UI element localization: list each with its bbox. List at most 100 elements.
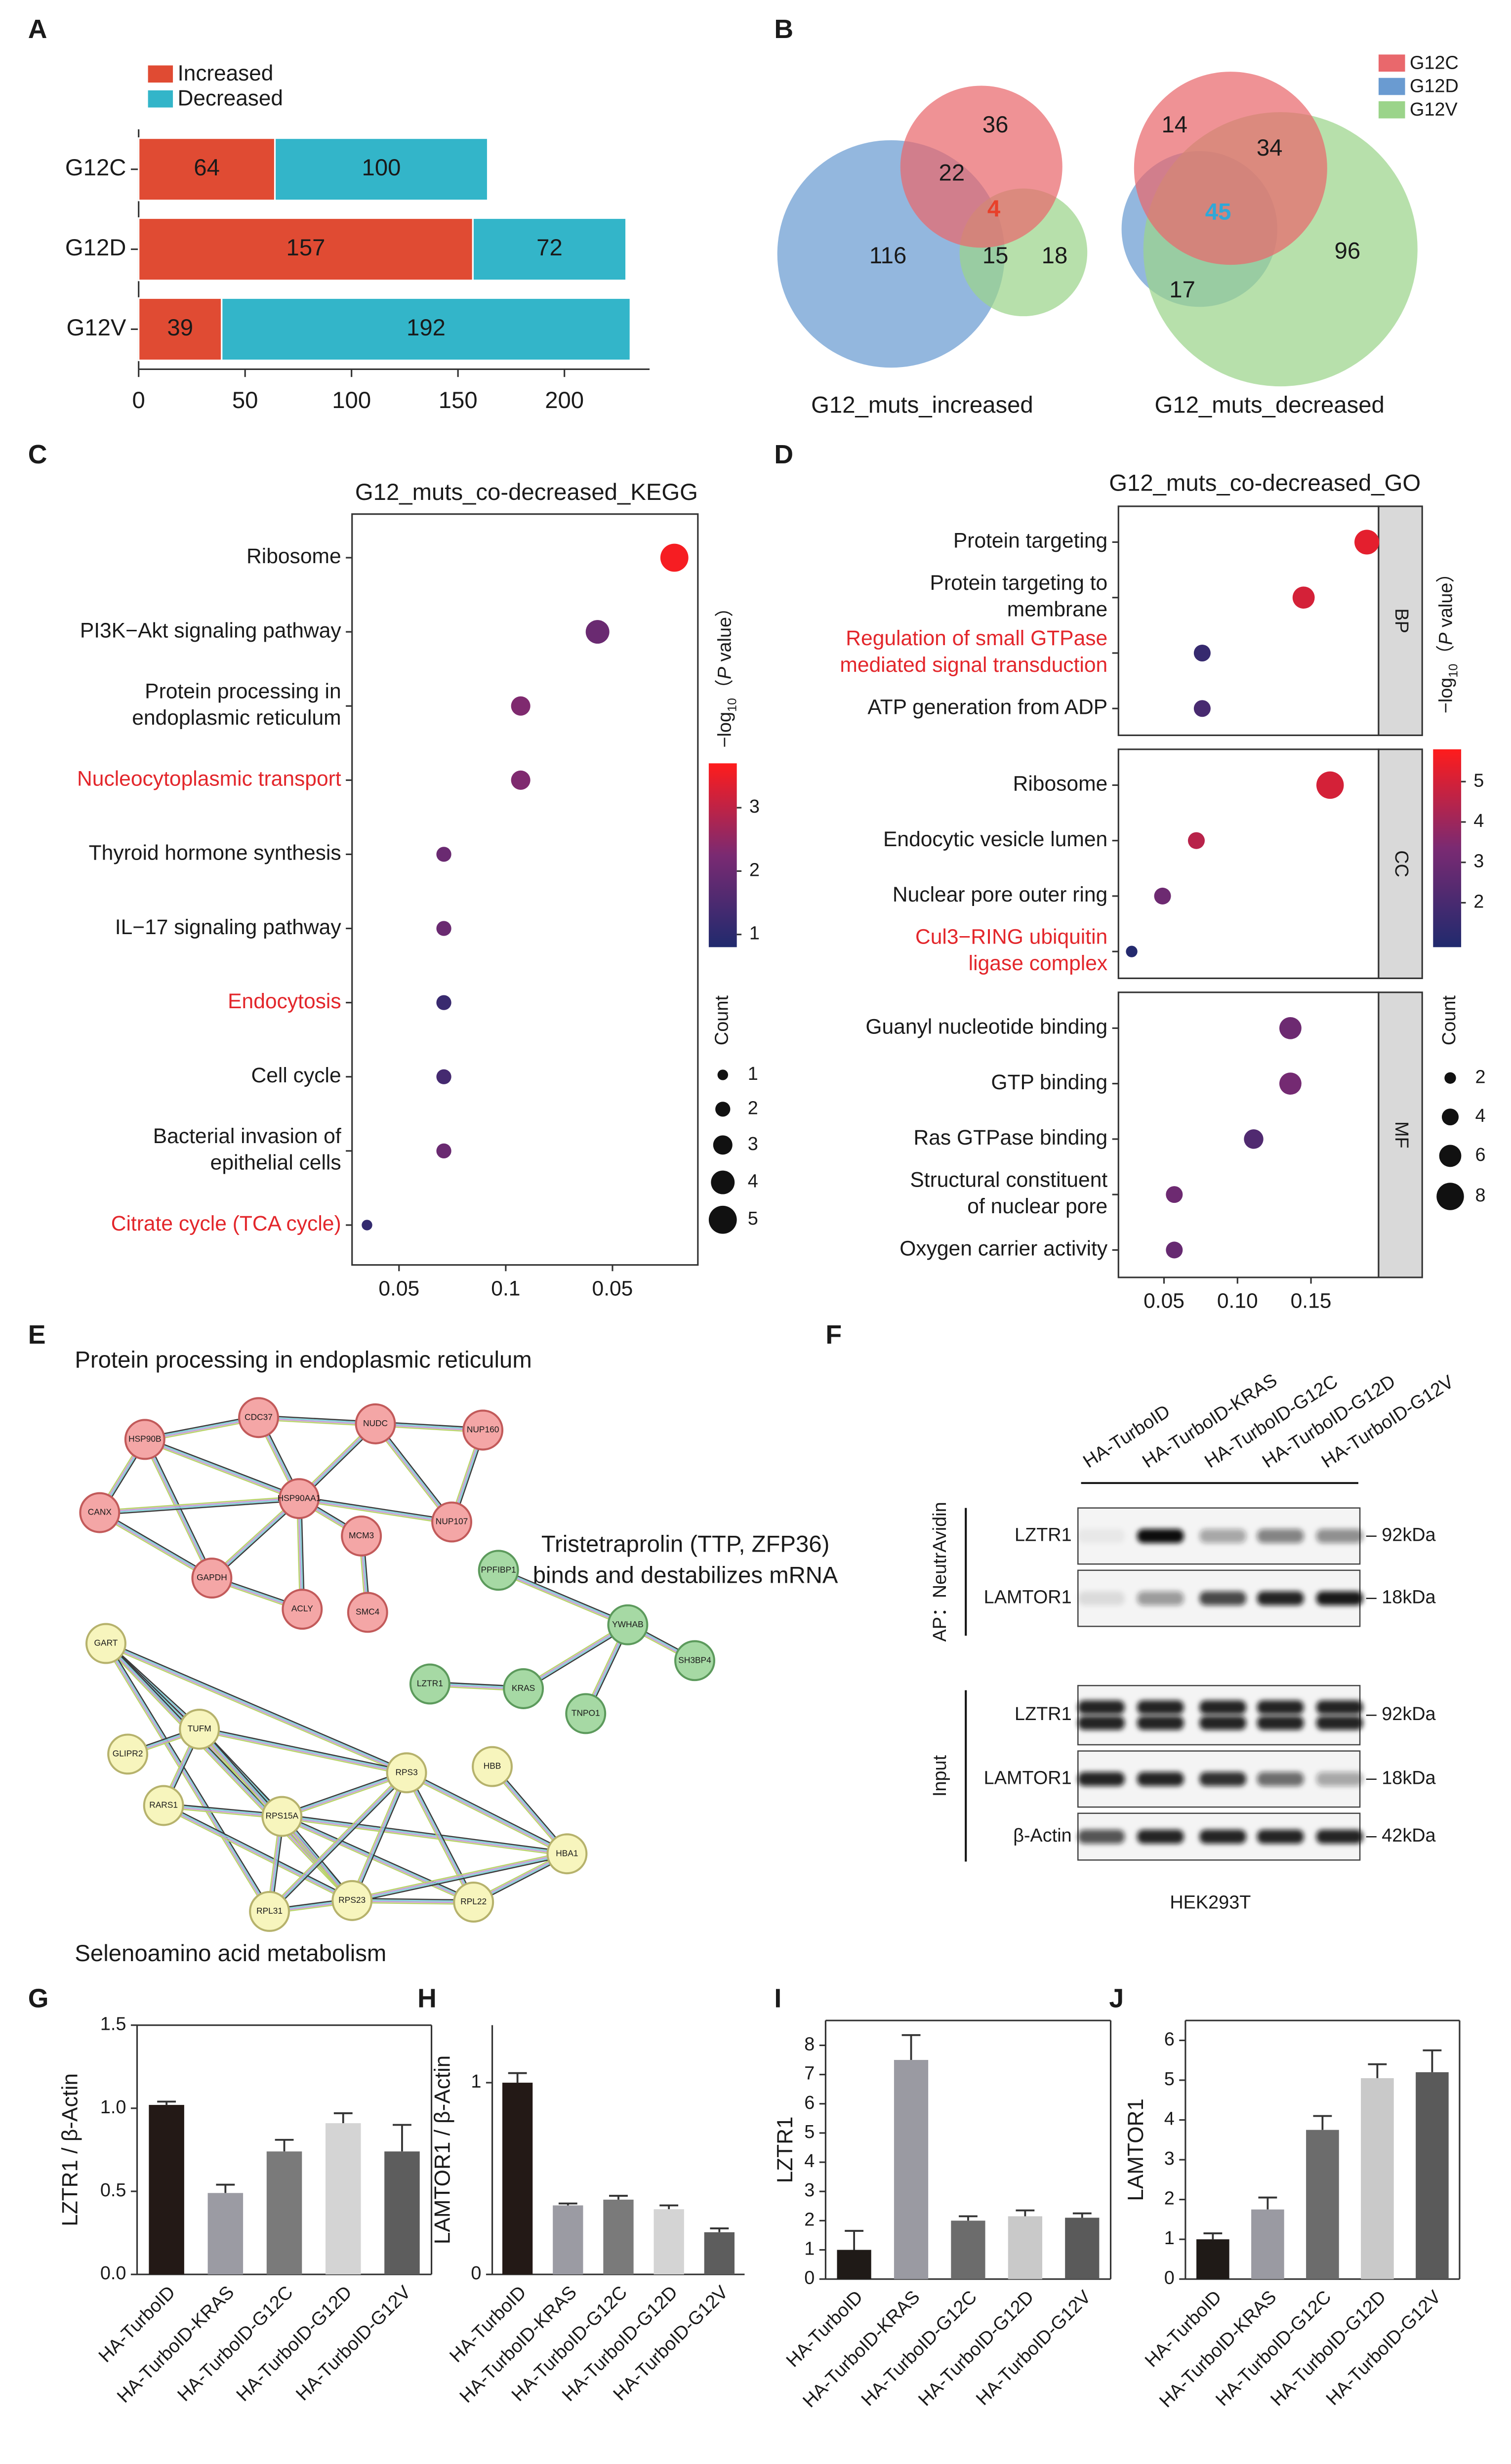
legend-label: Decreased (178, 86, 283, 110)
network-node-label: RPL31 (256, 1906, 283, 1916)
y-tick-label: PI3K−Akt signaling pathway (80, 618, 342, 642)
y-tick-label: Nucleocytoplasmic transport (77, 767, 341, 791)
network-edge (407, 1771, 568, 1854)
network-edge (299, 1496, 452, 1521)
panel-label: I (774, 1983, 781, 2013)
size-legend-label: 8 (1475, 1185, 1485, 1206)
venn-count: 116 (869, 243, 906, 269)
y-tick-label: 0 (1164, 2268, 1175, 2289)
network-edge (105, 1643, 407, 1774)
text-line: Structural constituent (910, 1168, 1107, 1192)
row-label: LZTR1 (1015, 1704, 1072, 1725)
network-node (249, 1890, 290, 1932)
network-node (386, 1752, 427, 1794)
facet-strip (1378, 748, 1423, 980)
size-legend-dot (715, 1102, 731, 1117)
bar (653, 2209, 684, 2275)
network-edge (106, 1641, 408, 1772)
y-axis-label: LZTR1 / β-Actin (58, 2073, 82, 2226)
size-legend-label: 2 (748, 1098, 758, 1118)
dot (1354, 530, 1380, 555)
network-group-title: Protein processing in endoplasmic reticu… (75, 1347, 531, 1373)
y-tick-label: Protein targeting to membrane (930, 571, 1108, 621)
colorbar-title-part: 10 (725, 698, 739, 712)
dot (436, 1069, 451, 1084)
colorbar-tick-label: 3 (749, 796, 760, 817)
network-node-label: RPS15A (266, 1811, 299, 1821)
network-node (191, 1558, 233, 1599)
network-node-label: TUFM (188, 1724, 211, 1733)
network-edge (376, 1422, 454, 1521)
panel-label: B (774, 14, 793, 44)
size-legend-label: 6 (1475, 1145, 1485, 1165)
facet-strip (1378, 505, 1423, 737)
y-tick-label: Citrate cycle (TCA cycle) (111, 1212, 341, 1235)
row-label: LAMTOR1 (984, 1587, 1072, 1608)
y-tick-label: 4 (804, 2151, 815, 2172)
network-edge (352, 1852, 567, 1901)
blot-band (1316, 1591, 1363, 1605)
bar (894, 2060, 929, 2279)
network-edge (373, 1425, 451, 1524)
facet-strip (1378, 991, 1423, 1278)
network-node (565, 1693, 607, 1734)
network-node-label: HSP90B (128, 1434, 161, 1443)
network-edge (103, 1644, 269, 1913)
network-edge (107, 1641, 202, 1728)
colorbar-title: −log10（P value） (1436, 564, 1461, 713)
venn-title: G12_muts_decreased (1154, 392, 1384, 418)
network-edge (282, 1774, 408, 1819)
network-edge (105, 1644, 406, 1775)
y-tick-label: Guanyl nucleotide binding (865, 1015, 1107, 1039)
network-node (607, 1604, 649, 1645)
panel-label: G (28, 1983, 49, 2013)
text-line: mediated signal transduction (840, 653, 1107, 677)
marker-label: – 42kDa (1366, 1825, 1436, 1846)
network-edge (163, 1804, 353, 1901)
size-legend-dot (708, 1205, 737, 1234)
bar (221, 297, 631, 362)
bar-value-label: 39 (167, 315, 193, 341)
marker-label: – 92kDa (1366, 1524, 1436, 1545)
network-edge (281, 1817, 473, 1905)
network-group-title: Selenoamino acid metabolism (75, 1940, 386, 1967)
network-edge (106, 1643, 271, 1912)
venn-count: 15 (982, 243, 1009, 269)
blot-band (1078, 1772, 1125, 1786)
marker-label: – 18kDa (1366, 1767, 1436, 1788)
colorbar-title-part: P (715, 667, 735, 679)
network-node-label: TNPO1 (572, 1708, 600, 1718)
row-label: β-Actin (1013, 1825, 1071, 1846)
network-node-label: NUP160 (467, 1425, 499, 1435)
y-tick-label: 0 (471, 2263, 481, 2284)
dot (1166, 1241, 1183, 1259)
network-edge (105, 1643, 352, 1902)
network-node-label: CDC37 (245, 1412, 273, 1422)
bar (384, 2151, 420, 2275)
bar (837, 2250, 871, 2279)
network-edge (352, 1855, 568, 1903)
network-node-label: RPL22 (460, 1896, 487, 1906)
network-edge (267, 1770, 406, 1911)
network-node (431, 1501, 473, 1543)
text-line: binds and destabilizes mRNA (533, 1562, 838, 1588)
x-tick-label: 0.05 (592, 1276, 633, 1300)
size-legend-dot (1441, 1109, 1459, 1126)
legend-label: Increased (178, 61, 274, 85)
network-edge (406, 1772, 567, 1855)
blot-frame (1077, 1812, 1361, 1861)
text-line: ligase complex (969, 951, 1108, 975)
blot-band (1137, 1829, 1184, 1844)
network-edge (351, 1851, 567, 1899)
network-edge (144, 1440, 299, 1501)
x-tick-label: 0.1 (491, 1276, 520, 1300)
legend-label: G12D (1410, 76, 1459, 97)
bar-value-label: 157 (286, 235, 326, 261)
network-edge (283, 1814, 475, 1901)
y-tick-label: 0.5 (100, 2180, 126, 2201)
colorbar-title-part: value） (1436, 564, 1457, 633)
marker-label: – 92kDa (1366, 1704, 1436, 1725)
network-edge (299, 1497, 452, 1522)
blot-band (1316, 1700, 1363, 1715)
